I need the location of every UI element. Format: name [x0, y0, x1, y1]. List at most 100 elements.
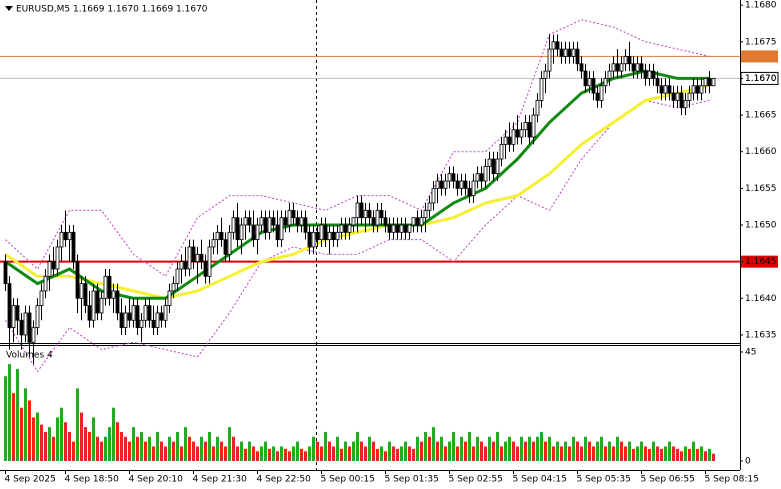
volume-bar	[456, 446, 459, 461]
volume-bar	[580, 446, 583, 461]
volume-bar	[8, 364, 11, 461]
candle-body	[191, 246, 196, 263]
volume-bar	[680, 451, 683, 461]
candle-body	[559, 48, 564, 57]
candle-body	[699, 85, 704, 94]
x-tick-label: 5 Sep 08:15	[705, 475, 759, 485]
candle-body	[643, 70, 648, 79]
candle-body	[87, 305, 92, 321]
volume-bar	[164, 446, 167, 461]
volume-bar	[16, 368, 19, 461]
volume-bar	[556, 441, 559, 461]
candle-body	[567, 48, 572, 57]
volume-bar	[352, 441, 355, 461]
candle-body	[259, 217, 264, 226]
volume-bar	[196, 446, 199, 461]
candle-body	[135, 305, 140, 329]
volume-bar	[616, 436, 619, 461]
candle-body	[199, 253, 204, 263]
candle-body	[155, 312, 160, 329]
candle-body	[503, 136, 508, 145]
candle-body	[91, 290, 96, 321]
volume-bar	[60, 407, 63, 461]
candle-body	[291, 209, 296, 219]
candle-body	[615, 63, 620, 72]
candle-body	[247, 217, 252, 226]
volume-bar	[548, 436, 551, 461]
candle-body	[195, 253, 200, 263]
candle-body	[359, 202, 364, 219]
candle-body	[107, 275, 112, 299]
volume-bar	[500, 446, 503, 461]
candle-body	[3, 261, 8, 285]
volume-bar	[324, 431, 327, 461]
volume-bar	[20, 407, 23, 461]
candle-body	[287, 209, 292, 226]
volume-bar	[608, 441, 611, 461]
candle-body	[455, 180, 460, 189]
volume-bar	[80, 412, 83, 461]
candle-body	[439, 180, 444, 189]
volume-bar	[228, 427, 231, 461]
volume-bar	[708, 448, 711, 461]
candle-body	[31, 327, 36, 343]
volume-bar	[648, 448, 651, 461]
volume-bar	[444, 446, 447, 461]
candle-body	[219, 231, 224, 241]
volume-bar	[188, 436, 191, 461]
candle-body	[639, 63, 644, 72]
volume-bar	[392, 446, 395, 461]
candle-body	[411, 217, 416, 226]
volume-bar	[664, 446, 667, 461]
y-tick-label: 1.1645	[745, 257, 777, 267]
volume-bar	[464, 441, 467, 461]
volume-bar	[220, 441, 223, 461]
candle-body	[563, 48, 568, 57]
volume-bar	[596, 441, 599, 461]
price-level-tag	[741, 50, 778, 63]
y-tick-label: 1.1650	[745, 221, 777, 231]
candle-body	[167, 290, 172, 307]
candle-body	[655, 78, 660, 87]
volume-bar	[564, 441, 567, 461]
candle-body	[619, 63, 624, 72]
volume-bar	[624, 446, 627, 461]
candle-body	[427, 202, 432, 211]
candle-body	[423, 209, 428, 219]
volume-bar	[576, 441, 579, 461]
candle-body	[223, 239, 228, 255]
volume-bar	[44, 431, 47, 461]
volume-bar	[496, 431, 499, 461]
volume-bar	[368, 436, 371, 461]
candle-body	[531, 114, 536, 138]
volume-bar	[640, 441, 643, 461]
y-tick-label: 1.1675	[745, 37, 777, 47]
volume-bar	[424, 431, 427, 461]
candle-body	[631, 63, 636, 72]
candle-body	[239, 224, 244, 241]
volume-bar	[388, 441, 391, 461]
candle-body	[203, 261, 208, 277]
candle-body	[443, 180, 448, 189]
candle-body	[467, 187, 472, 197]
volume-bar	[56, 417, 59, 461]
candle-body	[583, 70, 588, 87]
volume-bar	[412, 448, 415, 461]
candle-body	[115, 290, 120, 314]
volume-bar	[376, 448, 379, 461]
candle-body	[175, 268, 180, 285]
candle-body	[251, 224, 256, 241]
candle-body	[335, 231, 340, 241]
candle-body	[35, 305, 40, 329]
volume-bar	[120, 431, 123, 461]
volume-bar	[280, 446, 283, 461]
candle-body	[75, 261, 80, 299]
candle-body	[507, 136, 512, 145]
volume-bar	[460, 436, 463, 461]
candle-body	[67, 231, 72, 241]
candle-body	[23, 312, 28, 336]
volume-bar	[696, 448, 699, 461]
x-tick-label: 4 Sep 20:10	[129, 475, 184, 485]
x-tick-label: 4 Sep 2025	[5, 475, 56, 485]
candle-body	[343, 224, 348, 233]
